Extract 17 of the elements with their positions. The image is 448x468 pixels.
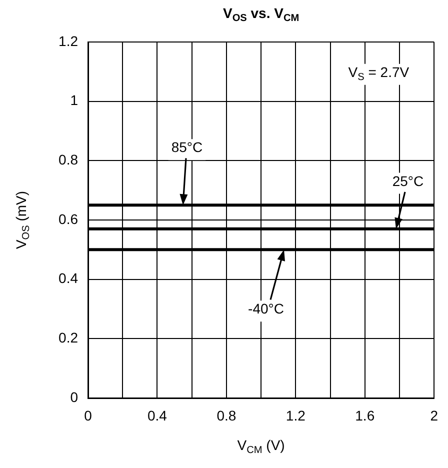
x-tick-label: 2 [430,407,438,424]
y-tick-label: 0 [70,388,78,405]
text: 85°C [171,139,203,156]
y-axis-title: VOS (mV) [12,190,32,250]
x-tick-label: 0.4 [147,407,168,424]
y-tick-label: 0.2 [58,330,78,346]
y-tick-label: 0.6 [58,210,78,227]
y-tick-label: 0.8 [58,152,78,168]
y-tick-label: 0.4 [58,270,78,286]
x-tick-label: 1.6 [355,407,375,424]
text: -40°C [248,300,284,317]
x-tick-label: 0 [84,407,92,424]
x-tick-label: 0.8 [216,407,236,424]
y-tick-label: 1.2 [58,32,78,49]
x-tick-label: 1.2 [286,407,306,424]
text: 25°C [392,172,424,189]
y-tick-label: 1 [70,92,78,108]
